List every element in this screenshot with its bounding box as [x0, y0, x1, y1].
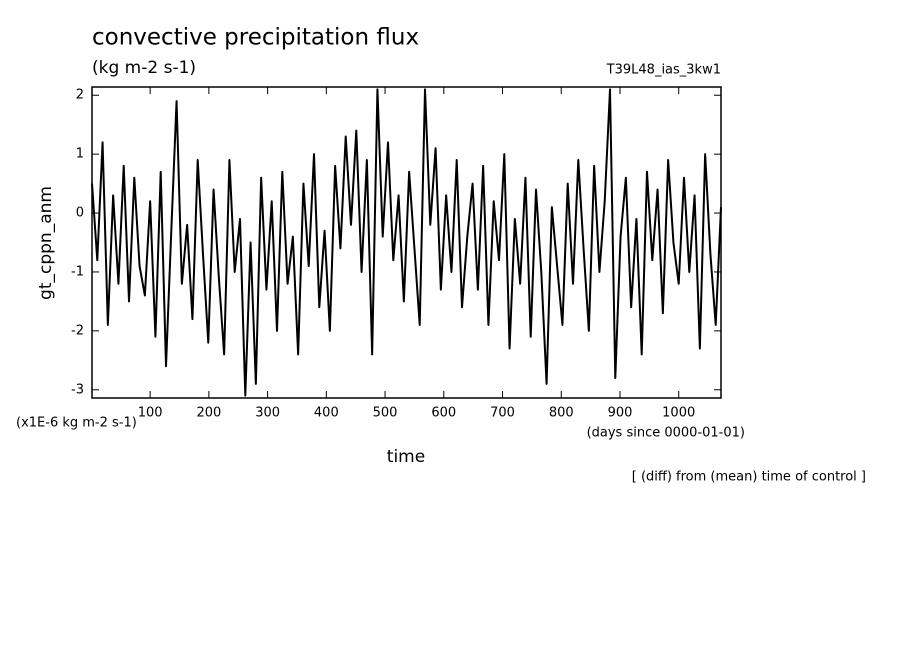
x-tick-label: 800	[549, 406, 574, 421]
y-tick-label: -3	[71, 382, 84, 397]
run-label: T39L48_ias_3kw1	[606, 63, 721, 78]
y-tick-label: 0	[76, 206, 84, 221]
x-tick-label: 900	[608, 406, 633, 421]
series-line	[91, 88, 722, 397]
x-tick-label: 100	[138, 406, 163, 421]
x-tick-label: 1000	[662, 406, 695, 421]
x-tick-label: 700	[490, 406, 515, 421]
y-unit-note: (x1E-6 kg m-2 s-1)	[16, 416, 137, 431]
y-tick-label: 1	[76, 147, 84, 162]
x-tick-label: 400	[314, 406, 339, 421]
chart-subtitle: (kg m-2 s-1)	[92, 58, 196, 78]
y-axis-label: gt_cppn_anm	[36, 186, 56, 300]
x-tick-label: 600	[431, 406, 456, 421]
y-tick-label: -1	[71, 264, 84, 279]
footnote: [ (diff) from (mean) time of control ]	[632, 470, 866, 485]
x-tick-label: 500	[373, 406, 398, 421]
plot-frame	[91, 86, 722, 399]
y-tick-label: -2	[71, 323, 84, 338]
chart-title: convective precipitation flux	[92, 25, 419, 51]
x-unit-note: (days since 0000-01-01)	[587, 426, 745, 441]
x-tick-label: 200	[196, 406, 221, 421]
x-axis-label: time	[387, 447, 425, 467]
y-tick-label: 2	[76, 88, 84, 103]
x-tick-label: 300	[255, 406, 280, 421]
